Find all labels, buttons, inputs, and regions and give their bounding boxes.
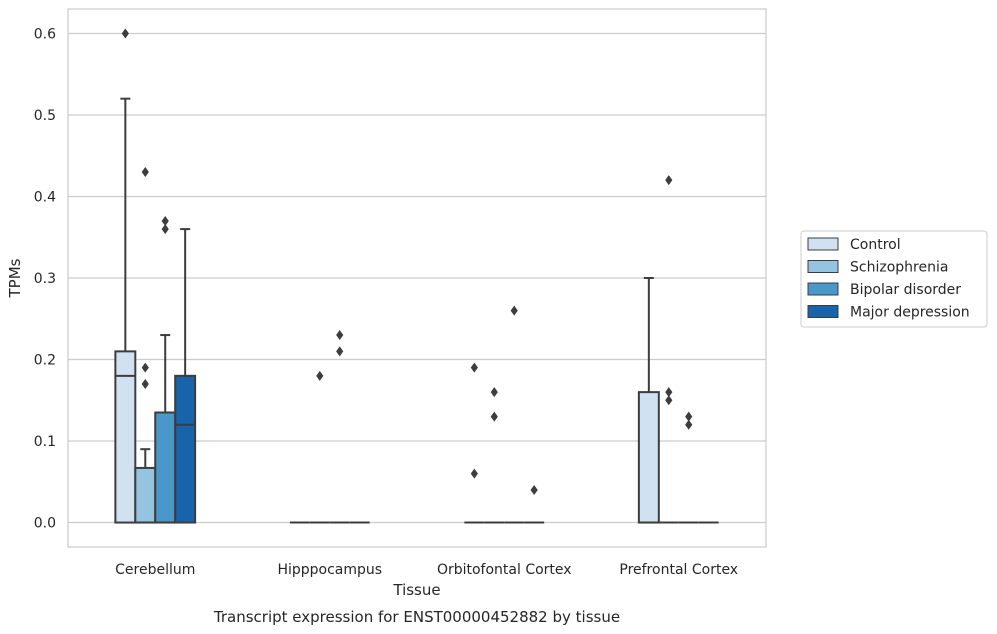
outlier-point xyxy=(161,215,169,226)
outlier-point xyxy=(530,484,538,495)
box-body xyxy=(174,374,197,524)
outlier-points xyxy=(121,28,693,495)
outlier-point xyxy=(510,305,518,316)
y-tick-label: 0.0 xyxy=(34,516,56,532)
outlier-point xyxy=(141,167,149,178)
outlier-point xyxy=(490,411,498,422)
legend-swatch xyxy=(807,282,839,296)
box-0-3 xyxy=(174,228,197,524)
box-3-0 xyxy=(637,277,660,524)
plot-area-frame xyxy=(67,8,767,548)
y-tick-label: 0.1 xyxy=(34,434,56,450)
y-tick-label: 0.2 xyxy=(34,353,56,369)
chart-caption: Transcript expression for ENST0000045288… xyxy=(213,608,620,626)
outlier-point xyxy=(161,224,169,235)
y-tick-labels: 0.0 0.1 0.2 0.3 0.4 0.5 0.6 xyxy=(34,26,56,531)
legend-label: Bipolar disorder xyxy=(850,282,961,298)
box-body xyxy=(114,350,137,524)
outlier-point xyxy=(470,362,478,373)
y-axis-label: TPMs xyxy=(6,258,24,298)
legend-swatch xyxy=(807,260,839,273)
legend-label: Major depression xyxy=(850,305,970,321)
x-tick-label: Prefrontal Cortex xyxy=(619,562,738,578)
legend-swatch xyxy=(807,237,839,251)
x-tick-label: Cerebellum xyxy=(115,562,195,578)
box-body xyxy=(134,466,157,524)
y-tick-label: 0.4 xyxy=(34,189,56,205)
x-tick-label: Hipppocampus xyxy=(277,562,382,578)
legend-label: Schizophrenia xyxy=(850,260,948,276)
legend: Control Schizophrenia Bipolar disorder Majo… xyxy=(800,230,988,328)
outlier-point xyxy=(685,419,693,430)
outlier-point xyxy=(665,175,673,186)
box-body xyxy=(154,411,177,524)
outlier-point xyxy=(470,468,478,479)
outlier-point xyxy=(121,28,129,39)
outlier-point xyxy=(141,378,149,389)
x-axis-label: Tissue xyxy=(392,581,440,599)
box-0-1 xyxy=(134,448,157,524)
y-tick-label: 0.3 xyxy=(34,271,56,287)
outlier-point xyxy=(141,362,149,373)
outlier-point xyxy=(336,346,344,357)
x-tick-label: Orbitofontal Cortex xyxy=(437,562,572,578)
y-tick-label: 0.5 xyxy=(34,108,56,124)
legend-swatch xyxy=(807,305,839,318)
box-0-0 xyxy=(114,97,137,524)
legend-label: Control xyxy=(850,237,901,253)
outlier-point xyxy=(316,370,324,381)
y-tick-label: 0.6 xyxy=(34,26,56,42)
x-tick-labels: Cerebellum Hipppocampus Orbitofontal Corte… xyxy=(115,562,738,578)
outlier-point xyxy=(336,330,344,341)
outlier-point xyxy=(685,411,693,422)
outlier-point xyxy=(665,387,673,398)
box-body xyxy=(637,391,660,524)
outlier-point xyxy=(665,395,673,406)
legend-frame xyxy=(800,230,988,328)
box-0-2 xyxy=(154,334,177,524)
boxes xyxy=(114,97,719,524)
outlier-point xyxy=(490,387,498,398)
